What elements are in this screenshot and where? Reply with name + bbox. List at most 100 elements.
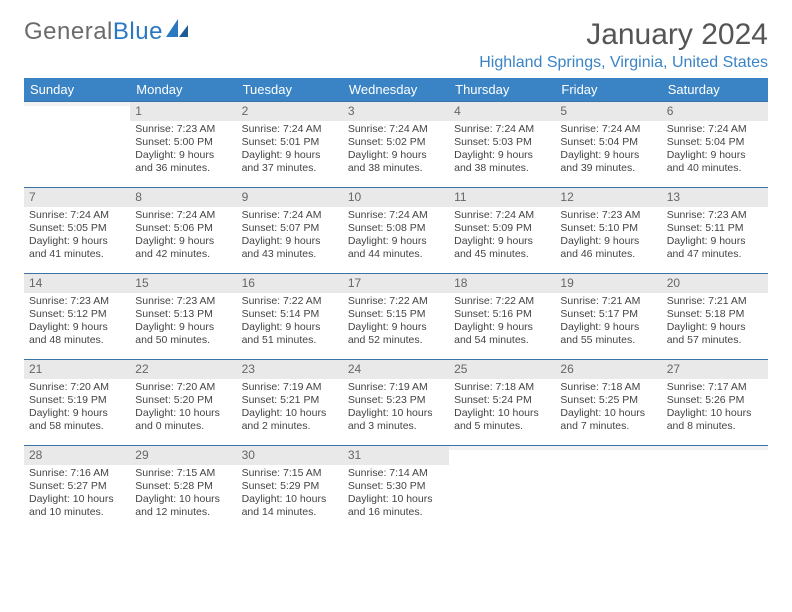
sunset-text: Sunset: 5:16 PM: [454, 308, 550, 321]
sunset-text: Sunset: 5:06 PM: [135, 222, 231, 235]
calendar-day-cell: 1Sunrise: 7:23 AMSunset: 5:00 PMDaylight…: [130, 101, 236, 187]
calendar-day-cell: 26Sunrise: 7:18 AMSunset: 5:25 PMDayligh…: [555, 359, 661, 445]
weekday-header: Thursday: [449, 78, 555, 101]
sunrise-text: Sunrise: 7:24 AM: [29, 209, 125, 222]
logo-sail-icon: [166, 19, 192, 39]
day-number: [449, 445, 555, 450]
day-content: Sunrise: 7:24 AMSunset: 5:05 PMDaylight:…: [24, 207, 130, 266]
daylight-text: Daylight: 9 hours and 54 minutes.: [454, 321, 550, 347]
sunrise-text: Sunrise: 7:19 AM: [348, 381, 444, 394]
calendar-day-cell: 18 Sunrise: 7:22 AMSunset: 5:16 PMDayligh…: [449, 273, 555, 359]
calendar-day-cell: 13Sunrise: 7:23 AMSunset: 5:11 PMDayligh…: [662, 187, 768, 273]
daylight-text: Daylight: 9 hours and 41 minutes.: [29, 235, 125, 261]
sunrise-text: Sunrise: 7:22 AM: [348, 295, 444, 308]
daylight-text: Daylight: 9 hours and 42 minutes.: [135, 235, 231, 261]
calendar-day-cell: 10Sunrise: 7:24 AMSunset: 5:08 PMDayligh…: [343, 187, 449, 273]
daylight-text: Daylight: 9 hours and 37 minutes.: [242, 149, 338, 175]
day-content: Sunrise: 7:14 AMSunset: 5:30 PMDaylight:…: [343, 465, 449, 524]
sunset-text: Sunset: 5:00 PM: [135, 136, 231, 149]
sunset-text: Sunset: 5:23 PM: [348, 394, 444, 407]
calendar-week-row: 28Sunrise: 7:16 AMSunset: 5:27 PMDayligh…: [24, 445, 768, 531]
daylight-text: Daylight: 9 hours and 40 minutes.: [667, 149, 763, 175]
day-number: 9: [237, 187, 343, 207]
day-number: 17: [343, 273, 449, 293]
calendar-day-cell: 24 Sunrise: 7:19 AMSunset: 5:23 PMDayligh…: [343, 359, 449, 445]
calendar-day-cell: [449, 445, 555, 531]
calendar-day-cell: 2Sunrise: 7:24 AMSunset: 5:01 PMDaylight…: [237, 101, 343, 187]
daylight-text: Daylight: 10 hours and 0 minutes.: [135, 407, 231, 433]
daylight-text: Daylight: 10 hours and 10 minutes.: [29, 493, 125, 519]
sunrise-text: Sunrise: 7:24 AM: [560, 123, 656, 136]
daylight-text: Daylight: 9 hours and 50 minutes.: [135, 321, 231, 347]
day-number: [662, 445, 768, 450]
day-number: 15: [130, 273, 236, 293]
sunrise-text: Sunrise: 7:23 AM: [135, 295, 231, 308]
sunrise-text: Sunrise: 7:20 AM: [29, 381, 125, 394]
sunrise-text: Sunrise: 7:23 AM: [135, 123, 231, 136]
sunrise-text: Sunrise: 7:24 AM: [348, 123, 444, 136]
sunrise-text: Sunrise: 7:22 AM: [242, 295, 338, 308]
calendar-day-cell: 20Sunrise: 7:21 AMSunset: 5:18 PMDayligh…: [662, 273, 768, 359]
calendar-day-cell: 25Sunrise: 7:18 AMSunset: 5:24 PMDayligh…: [449, 359, 555, 445]
sunset-text: Sunset: 5:27 PM: [29, 480, 125, 493]
daylight-text: Daylight: 9 hours and 48 minutes.: [29, 321, 125, 347]
day-number: 19: [555, 273, 661, 293]
day-content: Sunrise: 7:22 AMSunset: 5:14 PMDaylight:…: [237, 293, 343, 352]
calendar-day-cell: [555, 445, 661, 531]
sunset-text: Sunset: 5:26 PM: [667, 394, 763, 407]
day-content: Sunrise: 7:15 AMSunset: 5:29 PMDaylight:…: [237, 465, 343, 524]
sunrise-text: Sunrise: 7:19 AM: [242, 381, 338, 394]
sunrise-text: Sunrise: 7:23 AM: [560, 209, 656, 222]
calendar-day-cell: 12Sunrise: 7:23 AMSunset: 5:10 PMDayligh…: [555, 187, 661, 273]
day-number: 25: [449, 359, 555, 379]
daylight-text: Daylight: 10 hours and 3 minutes.: [348, 407, 444, 433]
sunrise-text: Sunrise: 7:23 AM: [667, 209, 763, 222]
day-number: 7: [24, 187, 130, 207]
daylight-text: Daylight: 10 hours and 16 minutes.: [348, 493, 444, 519]
weekday-header: Tuesday: [237, 78, 343, 101]
day-content: Sunrise: 7:22 AMSunset: 5:15 PMDaylight:…: [343, 293, 449, 352]
day-content: Sunrise: 7:24 AMSunset: 5:08 PMDaylight:…: [343, 207, 449, 266]
daylight-text: Daylight: 9 hours and 47 minutes.: [667, 235, 763, 261]
day-number: 2: [237, 101, 343, 121]
weekday-header-row: Sunday Monday Tuesday Wednesday Thursday…: [24, 78, 768, 101]
day-number: 23: [237, 359, 343, 379]
sunset-text: Sunset: 5:01 PM: [242, 136, 338, 149]
sunset-text: Sunset: 5:08 PM: [348, 222, 444, 235]
day-number: 14: [24, 273, 130, 293]
daylight-text: Daylight: 9 hours and 38 minutes.: [348, 149, 444, 175]
daylight-text: Daylight: 10 hours and 14 minutes.: [242, 493, 338, 519]
sunrise-text: Sunrise: 7:21 AM: [560, 295, 656, 308]
sunrise-text: Sunrise: 7:22 AM: [454, 295, 550, 308]
title-block: January 2024 Highland Springs, Virginia,…: [479, 18, 768, 72]
daylight-text: Daylight: 9 hours and 57 minutes.: [667, 321, 763, 347]
calendar-day-cell: 11Sunrise: 7:24 AMSunset: 5:09 PMDayligh…: [449, 187, 555, 273]
calendar-week-row: 21Sunrise: 7:20 AMSunset: 5:19 PMDayligh…: [24, 359, 768, 445]
sunrise-text: Sunrise: 7:24 AM: [454, 123, 550, 136]
day-content: Sunrise: 7:23 AMSunset: 5:13 PMDaylight:…: [130, 293, 236, 352]
daylight-text: Daylight: 10 hours and 5 minutes.: [454, 407, 550, 433]
day-content: Sunrise: 7:20 AMSunset: 5:19 PMDaylight:…: [24, 379, 130, 438]
sunset-text: Sunset: 5:12 PM: [29, 308, 125, 321]
day-content: Sunrise: 7:24 AMSunset: 5:02 PMDaylight:…: [343, 121, 449, 180]
sunset-text: Sunset: 5:24 PM: [454, 394, 550, 407]
day-number: 18: [449, 273, 555, 293]
day-number: 10: [343, 187, 449, 207]
day-number: 27: [662, 359, 768, 379]
day-content: Sunrise: 7:23 AMSunset: 5:00 PMDaylight:…: [130, 121, 236, 180]
day-content: Sunrise: 7:24 AMSunset: 5:04 PMDaylight:…: [555, 121, 661, 180]
sunset-text: Sunset: 5:30 PM: [348, 480, 444, 493]
weekday-header: Wednesday: [343, 78, 449, 101]
day-number: 20: [662, 273, 768, 293]
calendar-day-cell: 5Sunrise: 7:24 AMSunset: 5:04 PMDaylight…: [555, 101, 661, 187]
calendar-day-cell: [24, 101, 130, 187]
day-number: 29: [130, 445, 236, 465]
day-content: Sunrise: 7:18 AMSunset: 5:24 PMDaylight:…: [449, 379, 555, 438]
calendar-day-cell: 31Sunrise: 7:14 AMSunset: 5:30 PMDayligh…: [343, 445, 449, 531]
sunset-text: Sunset: 5:29 PM: [242, 480, 338, 493]
sunrise-text: Sunrise: 7:24 AM: [242, 209, 338, 222]
day-content: Sunrise: 7:16 AMSunset: 5:27 PMDaylight:…: [24, 465, 130, 524]
day-number: 24: [343, 359, 449, 379]
calendar-week-row: 14Sunrise: 7:23 AMSunset: 5:12 PMDayligh…: [24, 273, 768, 359]
sunset-text: Sunset: 5:05 PM: [29, 222, 125, 235]
